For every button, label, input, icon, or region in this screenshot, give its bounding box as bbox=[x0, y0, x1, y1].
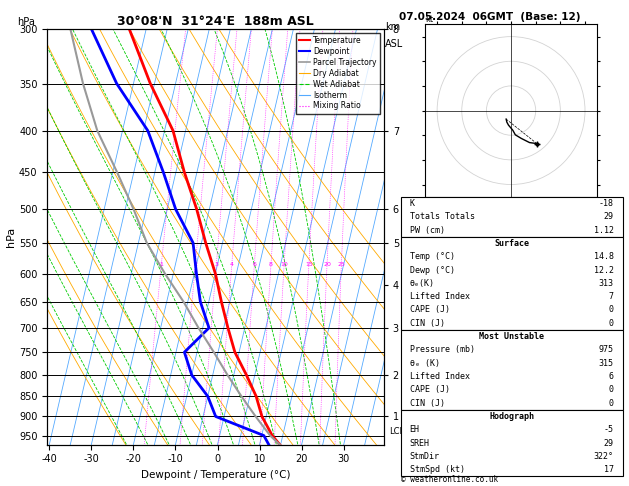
Text: 10: 10 bbox=[281, 262, 288, 267]
Text: θₑ(K): θₑ(K) bbox=[409, 279, 435, 288]
Text: CAPE (J): CAPE (J) bbox=[409, 385, 450, 394]
Text: kt: kt bbox=[425, 15, 433, 24]
Text: 322°: 322° bbox=[594, 452, 614, 461]
Text: 25: 25 bbox=[337, 262, 345, 267]
Text: Surface: Surface bbox=[494, 239, 529, 248]
Text: 1.12: 1.12 bbox=[594, 226, 614, 235]
Text: 14.8: 14.8 bbox=[594, 252, 614, 261]
Text: 4: 4 bbox=[230, 262, 234, 267]
Text: 0: 0 bbox=[609, 319, 614, 328]
Text: 2: 2 bbox=[193, 262, 198, 267]
Text: SREH: SREH bbox=[409, 438, 430, 448]
Text: Temp (°C): Temp (°C) bbox=[409, 252, 455, 261]
Y-axis label: hPa: hPa bbox=[6, 227, 16, 247]
Text: Most Unstable: Most Unstable bbox=[479, 332, 544, 341]
Text: LCL: LCL bbox=[389, 427, 404, 436]
Text: θₑ (K): θₑ (K) bbox=[409, 359, 440, 368]
Text: CIN (J): CIN (J) bbox=[409, 319, 445, 328]
Text: 1: 1 bbox=[159, 262, 164, 267]
Text: hPa: hPa bbox=[17, 17, 35, 27]
Text: PW (cm): PW (cm) bbox=[409, 226, 445, 235]
Text: 6: 6 bbox=[609, 372, 614, 381]
Text: Dewp (°C): Dewp (°C) bbox=[409, 265, 455, 275]
Text: 0: 0 bbox=[609, 305, 614, 314]
Title: 30°08'N  31°24'E  188m ASL: 30°08'N 31°24'E 188m ASL bbox=[117, 15, 314, 28]
Legend: Temperature, Dewpoint, Parcel Trajectory, Dry Adiabat, Wet Adiabat, Isotherm, Mi: Temperature, Dewpoint, Parcel Trajectory… bbox=[296, 33, 380, 114]
X-axis label: Dewpoint / Temperature (°C): Dewpoint / Temperature (°C) bbox=[141, 470, 290, 480]
Text: 7: 7 bbox=[609, 292, 614, 301]
Text: 07.05.2024  06GMT  (Base: 12): 07.05.2024 06GMT (Base: 12) bbox=[399, 12, 581, 22]
Text: Lifted Index: Lifted Index bbox=[409, 292, 470, 301]
Text: EH: EH bbox=[409, 425, 420, 434]
Text: ASL: ASL bbox=[385, 39, 403, 49]
Text: km: km bbox=[385, 22, 400, 32]
Text: 29: 29 bbox=[604, 438, 614, 448]
Text: 15: 15 bbox=[305, 262, 313, 267]
Text: 975: 975 bbox=[599, 346, 614, 354]
Text: -5: -5 bbox=[604, 425, 614, 434]
Text: © weatheronline.co.uk: © weatheronline.co.uk bbox=[401, 474, 498, 484]
Text: 17: 17 bbox=[604, 465, 614, 474]
Text: 0: 0 bbox=[609, 385, 614, 394]
Text: -18: -18 bbox=[599, 199, 614, 208]
Text: 0: 0 bbox=[609, 399, 614, 408]
Text: StmSpd (kt): StmSpd (kt) bbox=[409, 465, 465, 474]
Text: 6: 6 bbox=[252, 262, 256, 267]
Text: 3: 3 bbox=[214, 262, 218, 267]
Text: CAPE (J): CAPE (J) bbox=[409, 305, 450, 314]
Text: K: K bbox=[409, 199, 415, 208]
Text: 29: 29 bbox=[604, 212, 614, 221]
Text: 8: 8 bbox=[269, 262, 273, 267]
Text: 315: 315 bbox=[599, 359, 614, 368]
Text: 313: 313 bbox=[599, 279, 614, 288]
Text: Pressure (mb): Pressure (mb) bbox=[409, 346, 474, 354]
Text: Totals Totals: Totals Totals bbox=[409, 212, 474, 221]
Text: StmDir: StmDir bbox=[409, 452, 440, 461]
Text: Lifted Index: Lifted Index bbox=[409, 372, 470, 381]
Text: 12.2: 12.2 bbox=[594, 265, 614, 275]
Text: CIN (J): CIN (J) bbox=[409, 399, 445, 408]
Text: 20: 20 bbox=[323, 262, 331, 267]
Text: Hodograph: Hodograph bbox=[489, 412, 534, 421]
